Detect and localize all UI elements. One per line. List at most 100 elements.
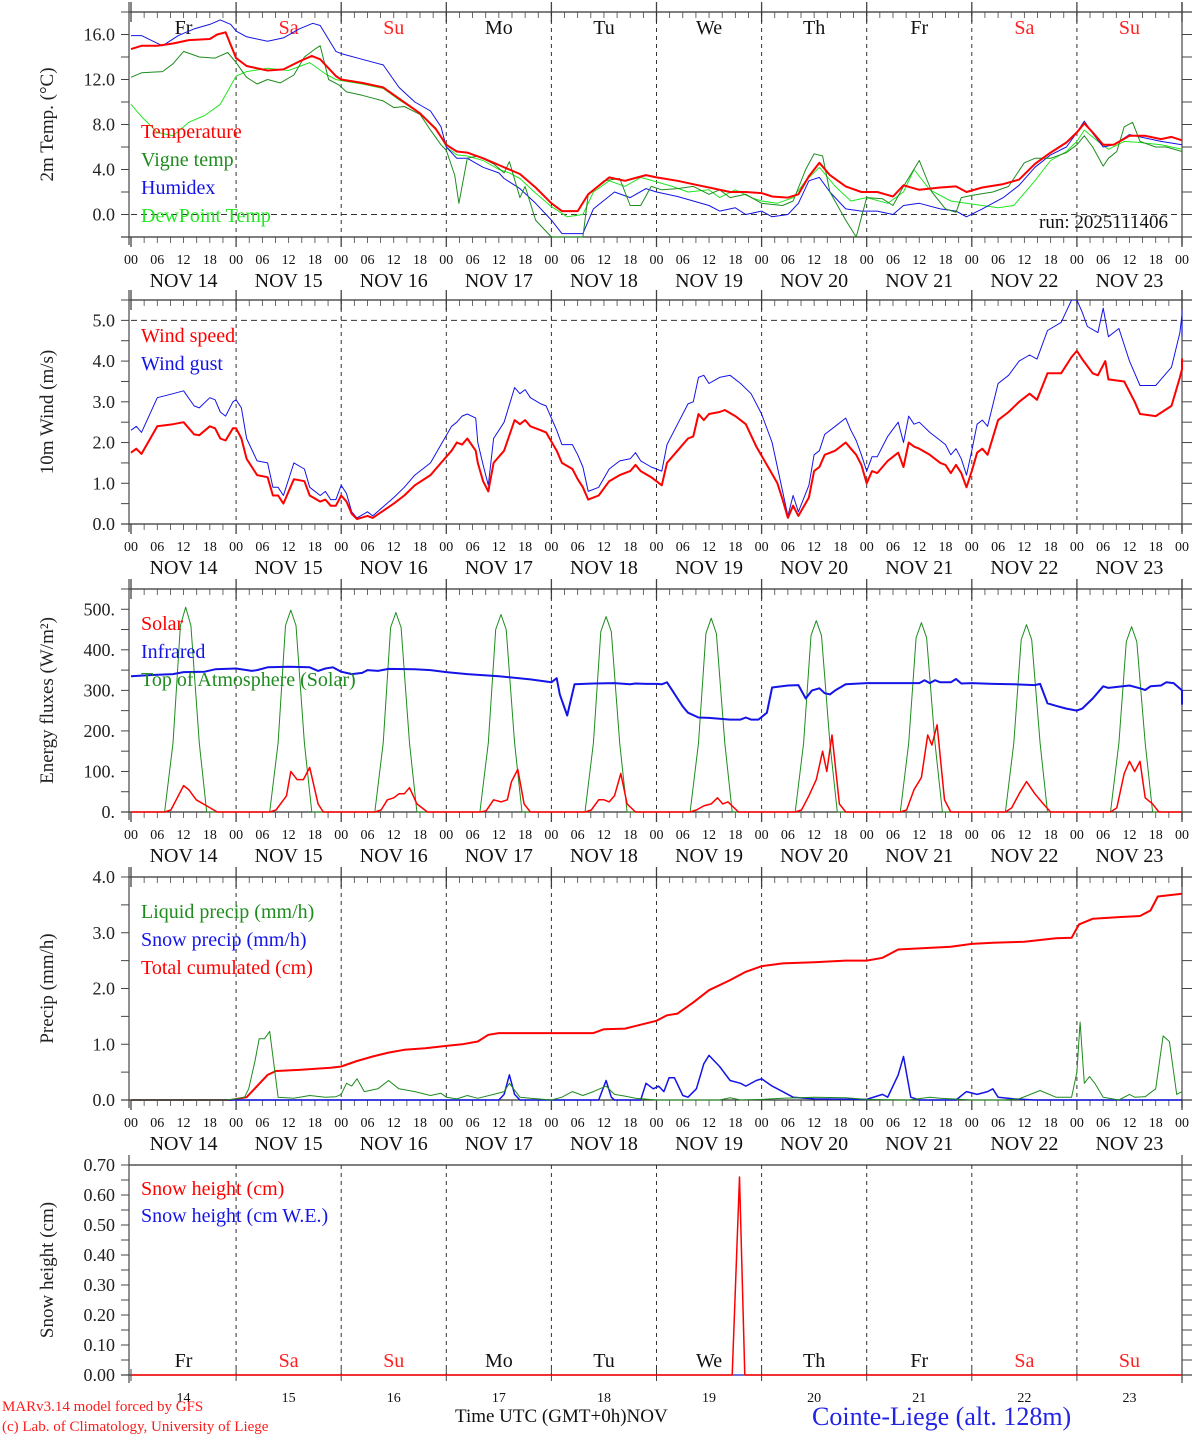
hour-label: 06 xyxy=(571,253,585,268)
hour-label: 00 xyxy=(1070,828,1084,843)
y-tick-label: 4.0 xyxy=(93,351,116,371)
hour-label: 12 xyxy=(177,540,191,555)
series-line-temperature xyxy=(130,31,1183,213)
y-tick-label: 5.0 xyxy=(93,310,116,330)
x-axis-title-text: Time UTC (GMT+0h) xyxy=(455,1406,627,1427)
day-name-label: Sa xyxy=(1014,17,1034,39)
hour-label: 00 xyxy=(439,828,453,843)
hour-label: 12 xyxy=(282,253,296,268)
hour-label: 12 xyxy=(492,1116,506,1131)
y-tick-label: 0.0 xyxy=(93,1090,116,1110)
hour-label: 18 xyxy=(833,1116,847,1131)
date-label: NOV 22 xyxy=(990,270,1058,292)
hour-label: 18 xyxy=(413,540,427,555)
date-label: NOV 19 xyxy=(675,1133,743,1155)
date-label: NOV 18 xyxy=(570,557,638,579)
series-line-solar xyxy=(131,724,1182,813)
hour-label: 00 xyxy=(334,1116,348,1131)
hour-label: 18 xyxy=(1149,1116,1163,1131)
hour-label: 06 xyxy=(781,1116,795,1131)
day-name-label: Su xyxy=(1119,17,1140,39)
hour-label: 18 xyxy=(728,540,742,555)
hour-label: 00 xyxy=(965,540,979,555)
hour-label: 18 xyxy=(939,253,953,268)
hour-label: 00 xyxy=(650,253,664,268)
y-tick-label: 0.60 xyxy=(84,1185,116,1205)
hour-label: 00 xyxy=(544,1116,558,1131)
date-label: NOV 21 xyxy=(885,557,953,579)
series-line-wind-gust xyxy=(130,300,1183,519)
hour-label: 06 xyxy=(781,828,795,843)
hour-label: 06 xyxy=(1096,1116,1110,1131)
hour-label: 00 xyxy=(1070,540,1084,555)
hour-label: 18 xyxy=(413,1116,427,1131)
day-name-label: Fr xyxy=(175,1350,193,1372)
y-tick-label: 100. xyxy=(84,761,116,781)
x-axis-month: NOV xyxy=(626,1406,668,1427)
hour-label: 12 xyxy=(1122,828,1136,843)
y-tick-label: 12.0 xyxy=(84,70,116,90)
hour-label: 12 xyxy=(492,828,506,843)
y-axis-label: Precip (mm/h) xyxy=(37,933,58,1043)
hour-label: 06 xyxy=(255,1116,269,1131)
series-group xyxy=(130,300,1183,521)
day-number-label: 17 xyxy=(492,1391,506,1406)
hour-label: 06 xyxy=(360,1116,374,1131)
y-axis-label: 10m Wind (m/s) xyxy=(37,350,58,475)
hour-label: 18 xyxy=(833,828,847,843)
date-label: NOV 14 xyxy=(150,1133,218,1155)
legend-entry: Wind gust xyxy=(141,353,223,375)
hour-label: 06 xyxy=(571,1116,585,1131)
hour-label: 18 xyxy=(1044,1116,1058,1131)
date-label: NOV 19 xyxy=(675,270,743,292)
hour-label: 00 xyxy=(124,828,138,843)
hour-label: 18 xyxy=(518,540,532,555)
hour-label: 00 xyxy=(1070,1116,1084,1131)
hour-label: 00 xyxy=(1070,253,1084,268)
hour-label: 12 xyxy=(177,253,191,268)
hour-label: 00 xyxy=(334,540,348,555)
hour-label: 12 xyxy=(702,828,716,843)
y-tick-label: 2.0 xyxy=(93,979,116,999)
hour-label: 12 xyxy=(912,1116,926,1131)
run-label: run: 2025111406 xyxy=(1039,212,1168,233)
date-label: NOV 20 xyxy=(780,270,848,292)
hour-label: 00 xyxy=(860,540,874,555)
hour-label: 06 xyxy=(255,828,269,843)
y-tick-label: 16.0 xyxy=(84,25,116,45)
legend-entry: Liquid precip (mm/h) xyxy=(141,901,314,923)
series-line-liquid-precip-mm-h xyxy=(131,1021,1183,1101)
hour-label: 06 xyxy=(886,253,900,268)
hour-label: 12 xyxy=(807,828,821,843)
hour-label: 12 xyxy=(702,1116,716,1131)
legend-entry: Snow precip (mm/h) xyxy=(141,929,307,951)
hour-label: 18 xyxy=(413,253,427,268)
day-name-label: We xyxy=(696,17,722,39)
lab-credit: (c) Lab. of Climatology, University of L… xyxy=(2,1419,269,1435)
hour-label: 18 xyxy=(1044,828,1058,843)
hour-label: 00 xyxy=(229,828,243,843)
hour-label: 06 xyxy=(1096,253,1110,268)
series-group xyxy=(131,1176,1182,1376)
y-tick-label: 200. xyxy=(84,721,116,741)
hour-label: 00 xyxy=(544,540,558,555)
hour-label: 12 xyxy=(177,828,191,843)
date-label: NOV 16 xyxy=(360,845,428,867)
legend-entry: Temperature xyxy=(141,121,242,143)
hour-label: 00 xyxy=(229,540,243,555)
day-number-label: 21 xyxy=(912,1391,926,1406)
panel-energy: 0. 100. 200. 300. 400. 500. Energy fluxes (W/m… xyxy=(37,579,1192,867)
day-name-label: Th xyxy=(803,1350,825,1372)
date-label: NOV 15 xyxy=(255,270,323,292)
hour-label: 18 xyxy=(308,828,322,843)
y-tick-label: 3.0 xyxy=(93,392,116,412)
hour-label: 06 xyxy=(676,253,690,268)
series-line-dewpoint-temp xyxy=(130,62,1183,218)
hour-label: 00 xyxy=(544,828,558,843)
y-tick-label: 500. xyxy=(84,599,116,619)
series-line-snow-precip-mm-h xyxy=(131,1054,1182,1101)
panel-precip: 0.0 1.0 2.0 3.0 4.0 Precip (mm/h) 00 06 12 18 NOV … xyxy=(37,867,1192,1155)
date-label: NOV 19 xyxy=(675,557,743,579)
y-axis-label: Snow height (cm) xyxy=(37,1202,58,1338)
legend-entry: Vigne temp xyxy=(141,149,234,171)
